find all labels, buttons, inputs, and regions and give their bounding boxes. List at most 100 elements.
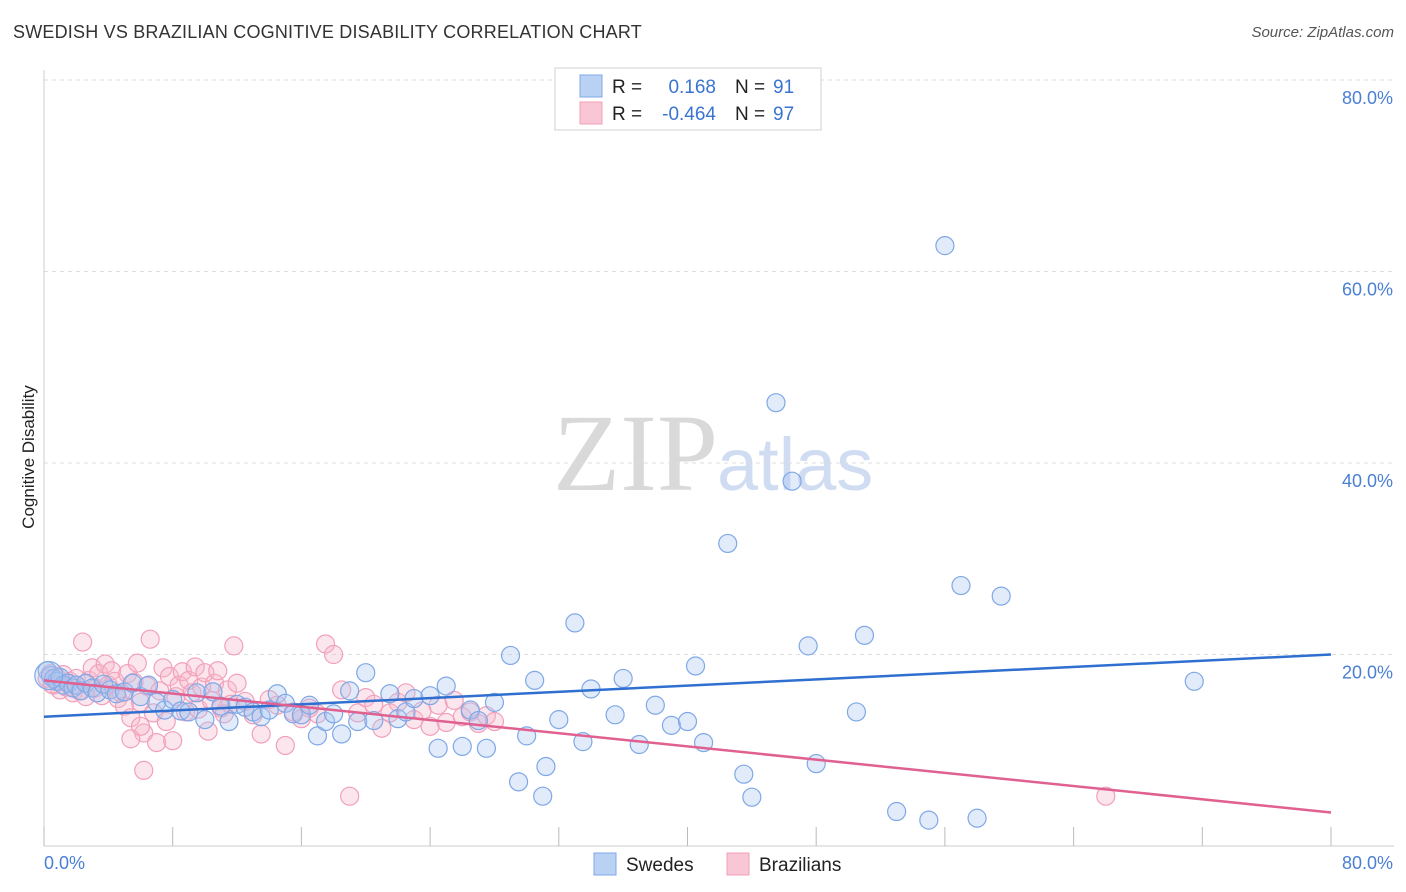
point-swedes [718, 533, 738, 554]
point-brazilians [364, 694, 384, 714]
point-swedes [525, 670, 545, 690]
point-swedes [536, 756, 556, 777]
bottom-legend-swatch-swedes [593, 852, 617, 876]
point-swedes [364, 710, 384, 731]
legend-n-label-swedes: N = [735, 77, 765, 98]
point-swedes [460, 700, 480, 720]
point-swedes [34, 660, 64, 691]
point-swedes [323, 704, 344, 724]
point-swedes [211, 696, 231, 716]
bottom-legend-swatch-brazilians [726, 852, 750, 876]
point-swedes [315, 711, 336, 732]
point-brazilians [372, 718, 392, 738]
point-swedes [356, 663, 376, 683]
point-swedes [468, 710, 488, 731]
point-swedes [179, 702, 199, 722]
point-brazilians [332, 680, 352, 700]
legend-r-value-swedes: 0.168 [668, 77, 716, 98]
point-swedes [766, 393, 786, 413]
point-swedes [219, 711, 239, 732]
point-brazilians [185, 657, 205, 677]
point-swedes [452, 736, 472, 757]
point-brazilians [224, 636, 244, 656]
point-brazilians [315, 634, 336, 654]
chart-title: SWEDISH VS BRAZILIAN COGNITIVE DISABILIT… [13, 22, 642, 42]
legend-r-label-swedes: R = [612, 77, 642, 98]
point-brazilians [163, 731, 183, 751]
point-swedes [782, 471, 802, 491]
point-swedes [734, 764, 754, 784]
y-tick-label: 80.0% [1342, 88, 1393, 108]
point-brazilians [140, 629, 160, 649]
bottom-legend-label-swedes: Swedes [626, 855, 694, 876]
point-brazilians [73, 632, 93, 652]
point-swedes [549, 710, 569, 730]
trend-line-brazilians [43, 679, 1332, 814]
y-tick-label: 40.0% [1342, 471, 1393, 491]
point-swedes [380, 684, 400, 704]
point-brazilians [323, 644, 344, 665]
legend-r-value-brazilians: -0.464 [662, 104, 716, 125]
point-swedes [935, 236, 955, 256]
bottom-legend: Swedes Brazilians [593, 852, 841, 876]
bottom-legend-label-brazilians: Brazilians [759, 855, 841, 876]
point-swedes [846, 702, 867, 722]
point-swedes [500, 645, 521, 666]
point-swedes [267, 684, 287, 704]
watermark-zip: ZIP [553, 392, 718, 514]
point-swedes [476, 738, 497, 758]
point-swedes [967, 808, 987, 828]
point-swedes [436, 676, 456, 696]
legend-n-value-swedes: 91 [773, 77, 794, 98]
point-brazilians [227, 673, 247, 693]
point-swedes [533, 786, 553, 806]
chart-source: Source: ZipAtlas.com [1251, 24, 1394, 41]
point-swedes [508, 772, 529, 792]
point-brazilians [275, 735, 295, 756]
point-swedes [420, 686, 440, 706]
point-brazilians [1096, 786, 1116, 806]
watermark-atlas: atlas [717, 423, 873, 506]
point-brazilians [127, 653, 147, 673]
x-tick-label-min: 0.0% [44, 853, 85, 873]
y-tick-label: 20.0% [1342, 663, 1393, 683]
legend-n-label-brazilians: N = [735, 104, 765, 125]
point-brazilians [420, 716, 440, 736]
point-swedes [798, 636, 818, 656]
legend: R = 0.168 N = 91 R = -0.464 N = 97 [554, 67, 822, 131]
point-swedes [645, 695, 665, 715]
point-swedes [187, 683, 207, 703]
point-brazilians [147, 732, 167, 753]
point-brazilians [182, 683, 202, 703]
legend-r-label-brazilians: R = [612, 104, 642, 125]
point-brazilians [208, 661, 228, 681]
point-swedes [613, 668, 633, 689]
point-swedes [629, 734, 649, 755]
legend-n-value-brazilians: 97 [773, 104, 794, 125]
legend-swatch-swedes [579, 74, 603, 98]
point-swedes [919, 810, 939, 830]
point-swedes [605, 705, 625, 725]
point-swedes [348, 711, 368, 732]
point-swedes [307, 726, 328, 746]
point-brazilians [340, 786, 360, 806]
point-brazilians [198, 721, 218, 741]
point-brazilians [134, 760, 154, 780]
gridlines [44, 79, 1394, 655]
point-swedes [661, 715, 682, 735]
point-swedes [991, 586, 1011, 606]
y-axis-label: Cognitive Disability [19, 385, 38, 529]
point-swedes [340, 681, 360, 701]
point-swedes [887, 801, 907, 822]
point-swedes [951, 575, 971, 596]
point-swedes [565, 613, 585, 633]
point-swedes [332, 724, 352, 744]
point-swedes [854, 625, 875, 645]
point-brazilians [130, 716, 151, 736]
point-swedes [806, 754, 826, 774]
legend-swatch-brazilians [579, 101, 603, 125]
point-swedes [428, 738, 448, 758]
y-tick-label: 60.0% [1342, 280, 1393, 300]
point-swedes [251, 707, 271, 727]
